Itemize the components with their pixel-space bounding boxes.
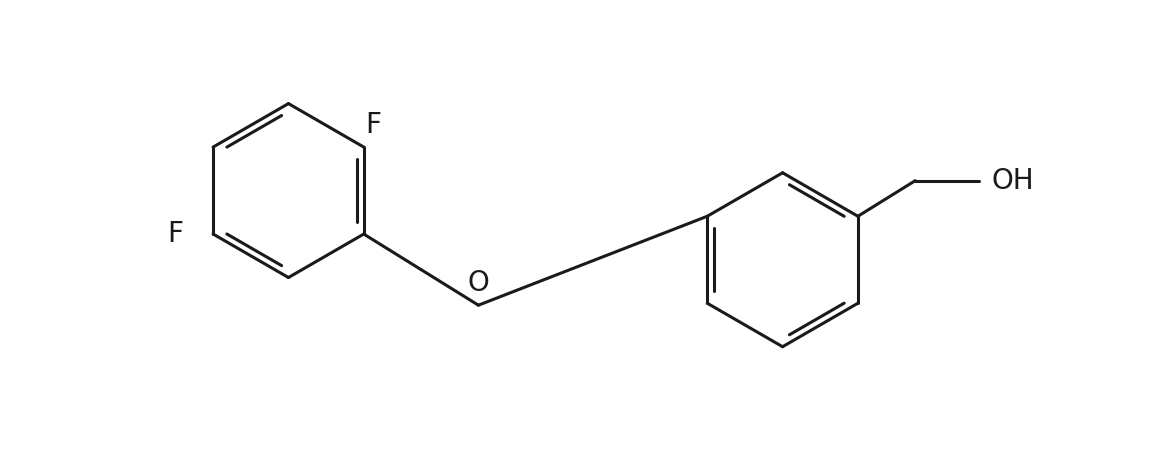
Text: O: O [468,269,490,297]
Text: F: F [366,111,382,139]
Text: F: F [168,220,183,248]
Text: OH: OH [991,167,1034,195]
